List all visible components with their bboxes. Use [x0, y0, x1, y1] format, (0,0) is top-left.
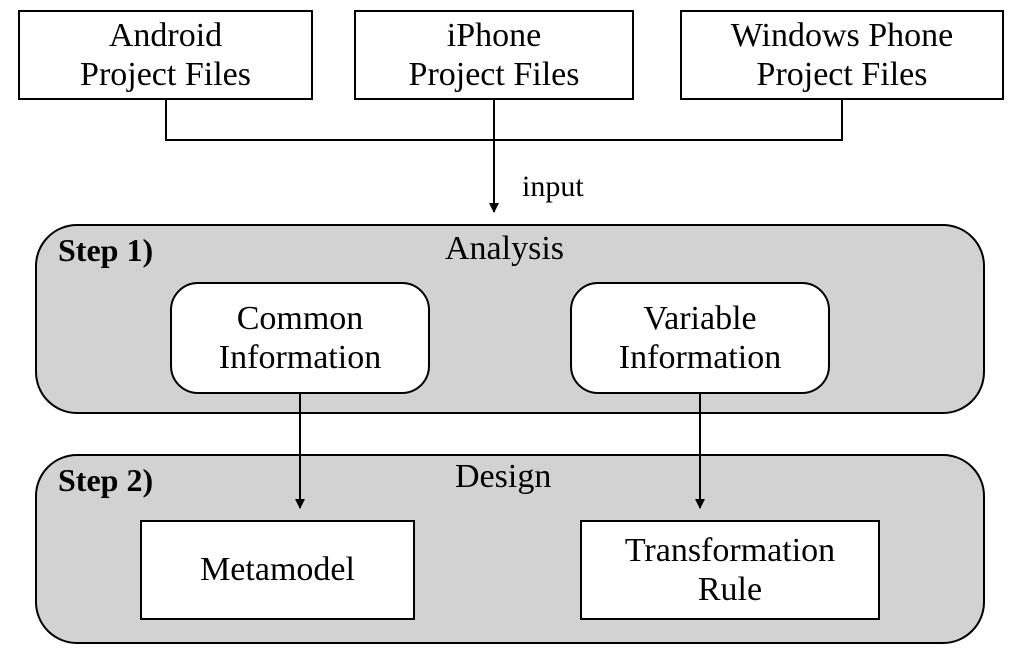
step1-label: Step 1): [58, 232, 153, 269]
transform-line1: Transformation: [625, 532, 835, 569]
iphone-line2: Project Files: [409, 56, 580, 93]
common-line1: Common: [237, 300, 364, 337]
iphone-line1: iPhone: [447, 17, 541, 54]
metamodel: Metamodel: [140, 520, 415, 620]
android-line2: Project Files: [80, 56, 251, 93]
android-line1: Android: [109, 17, 222, 54]
step2-title: Design: [455, 458, 551, 496]
transform-line2: Rule: [698, 571, 762, 608]
step1-title: Analysis: [445, 230, 564, 268]
variable-line2: Information: [619, 339, 781, 376]
common-information: Common Information: [170, 282, 430, 394]
transformation-rule: Transformation Rule: [580, 520, 880, 620]
windows-line2: Project Files: [757, 56, 928, 93]
windows-project-files: Windows Phone Project Files: [680, 10, 1004, 100]
step2-label: Step 2): [58, 462, 153, 499]
android-project-files: Android Project Files: [18, 10, 313, 100]
diagram-canvas: Android Project Files iPhone Project Fil…: [0, 0, 1024, 668]
windows-line1: Windows Phone: [731, 17, 953, 54]
metamodel-line1: Metamodel: [200, 551, 355, 588]
iphone-project-files: iPhone Project Files: [354, 10, 634, 100]
input-label: input: [522, 170, 584, 204]
variable-line1: Variable: [643, 300, 756, 337]
variable-information: Variable Information: [570, 282, 830, 394]
common-line2: Information: [219, 339, 381, 376]
